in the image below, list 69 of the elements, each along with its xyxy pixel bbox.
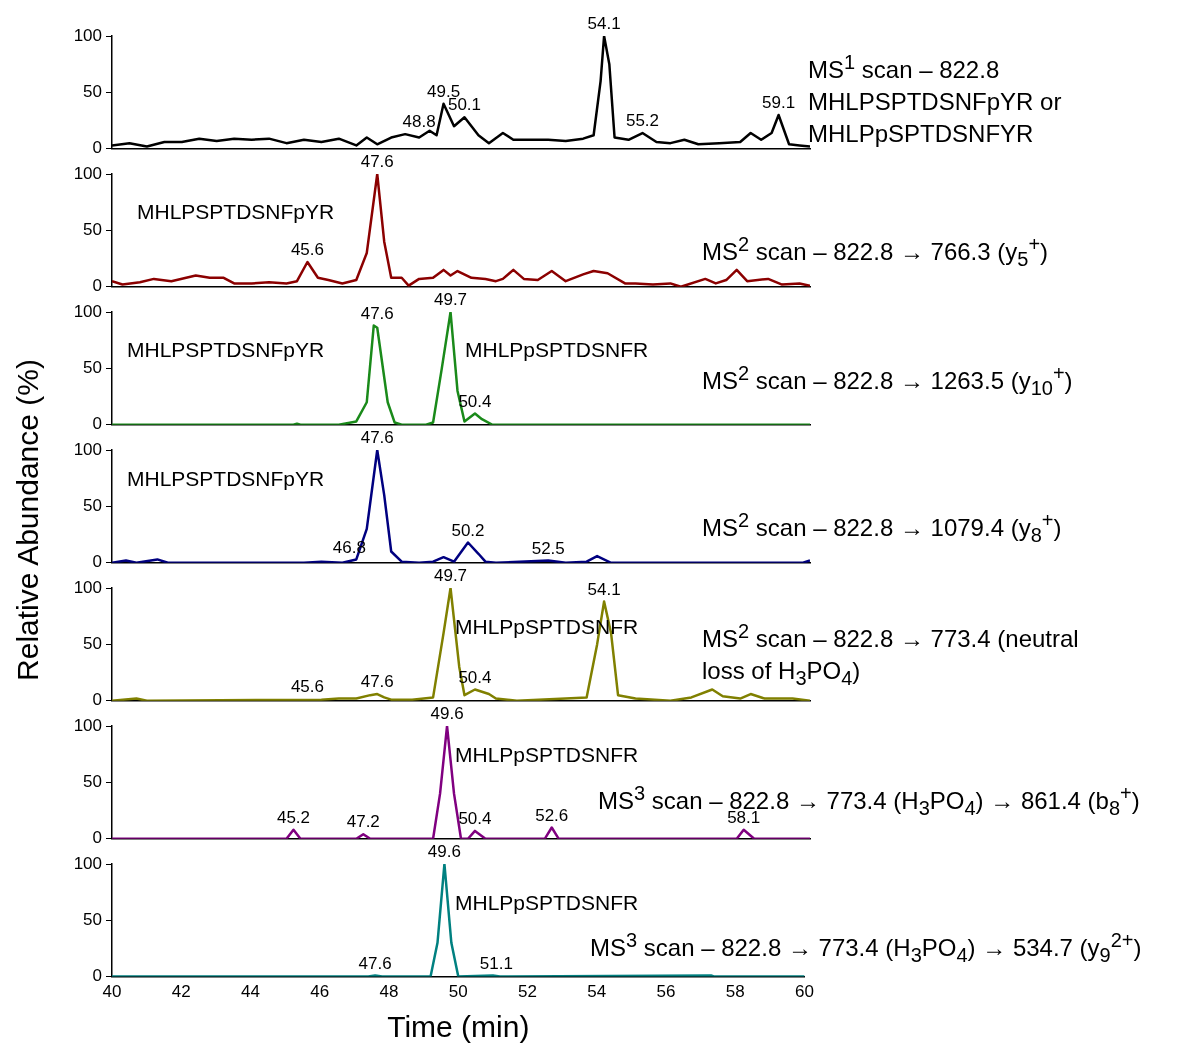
y-tick-label: 50 xyxy=(83,358,102,378)
annotation: MS$^{1}$ scan – 822.8 MHLPSPTDSNFpYR or MHLPpSPTDSNFYR xyxy=(808,50,1062,149)
y-tick-label: 50 xyxy=(83,496,102,516)
annotation: 49.7 xyxy=(433,290,468,310)
annotation: 45.6 xyxy=(290,676,324,696)
y-tick-label: 0 xyxy=(92,690,102,710)
annotation: MS$^{2}$ scan – 822.8 → 1079.4 (y$_{8}$$^{+}$) xyxy=(702,508,1062,548)
x-tick-label: 42 xyxy=(171,982,191,1002)
x-tick-label: 58 xyxy=(725,982,745,1002)
x-tick-label: 40 xyxy=(102,982,122,1002)
text: MS$^{3}$ scan – 822.8 → 773.4 (H$_{3}$PO$_{4}$) → 534.7 (y$_{9}$$^{2+}$) xyxy=(590,929,1142,966)
annotation: 52.6 xyxy=(535,805,569,825)
annotation: MHLPSPTDSNFpYR xyxy=(127,466,325,492)
annotation: 52.5 xyxy=(531,538,565,558)
x-axis-title: Time (min) xyxy=(387,1010,530,1044)
y-tick-label: 50 xyxy=(83,82,102,102)
y-tick-label: 100 xyxy=(73,439,102,459)
annotation: MS$^{2}$ scan – 822.8 → 1263.5 (y$_{10}$$^{+}$) xyxy=(702,361,1073,401)
x-tick-label: 60 xyxy=(795,982,815,1002)
annotation: 50.4 xyxy=(458,809,492,829)
y-tick-label: 50 xyxy=(83,634,102,654)
annotation: 49.6 xyxy=(427,842,461,862)
annotation: 49.7 xyxy=(433,566,468,586)
annotation: MS$^{2}$ scan – 822.8 → 773.4 (neutral loss of H$_{3}$PO$_{4}$) xyxy=(702,619,1079,691)
y-tick-label: 0 xyxy=(92,138,102,158)
annotation: 51.1 xyxy=(479,953,513,973)
y-tick-label: 100 xyxy=(73,25,102,45)
y-tick-label: 50 xyxy=(83,772,102,792)
annotation: 54.1 xyxy=(587,579,621,599)
annotation: 47.6 xyxy=(360,152,394,172)
x-tick-label: 46 xyxy=(310,982,330,1002)
annotation: MHLPSPTDSNFpYR xyxy=(127,337,325,363)
annotation: 47.6 xyxy=(360,428,394,448)
x-tick-label: 54 xyxy=(587,982,607,1002)
annotation: 54.1 xyxy=(587,14,621,34)
y-tick-label: 100 xyxy=(73,853,102,873)
x-tick-label: 56 xyxy=(656,982,676,1002)
y-tick-label: 0 xyxy=(92,414,102,434)
y-tick-label: 0 xyxy=(92,966,102,986)
annotation: MHLPSPTDSNFpYR xyxy=(137,199,335,225)
y-tick-label: 0 xyxy=(92,552,102,572)
annotation: 50.2 xyxy=(451,520,485,540)
annotation: MS$^{2}$ scan – 822.8 → 766.3 (y$_{5}$$^{+}$) xyxy=(702,232,1049,272)
x-tick-label: 44 xyxy=(241,982,260,1002)
y-tick-label: 0 xyxy=(92,828,102,848)
y-tick-label: 100 xyxy=(73,301,102,321)
annotation: 49.6 xyxy=(430,704,464,724)
x-tick-label: 52 xyxy=(518,982,537,1002)
annotation: 45.2 xyxy=(276,807,311,827)
y-tick-label: 50 xyxy=(83,909,102,929)
annotation: 55.2 xyxy=(625,111,660,131)
annotation: MHLPpSPTDSNFR xyxy=(465,337,649,363)
y-tick-label: 100 xyxy=(73,715,102,735)
annotation: 48.8 xyxy=(402,112,436,132)
y-axis-title: Relative Abundance (%) xyxy=(11,359,45,681)
y-tick-label: 0 xyxy=(92,276,102,296)
annotation: 47.6 xyxy=(360,303,394,323)
annotation: 47.6 xyxy=(360,672,394,692)
y-tick-label: 50 xyxy=(83,220,102,240)
x-tick-label: 50 xyxy=(448,982,468,1002)
y-tick-label: 100 xyxy=(73,163,102,183)
x-tick-label: 48 xyxy=(379,982,399,1002)
annotation: 47.2 xyxy=(346,812,380,832)
y-tick-label: 100 xyxy=(73,577,102,597)
annotation: 59.1 xyxy=(762,93,796,113)
annotation: MHLPpSPTDSNFR xyxy=(455,742,639,768)
annotation: MHLPpSPTDSNFR xyxy=(455,890,639,916)
annotation: 45.6 xyxy=(290,240,324,260)
annotation: 47.6 xyxy=(358,953,392,973)
